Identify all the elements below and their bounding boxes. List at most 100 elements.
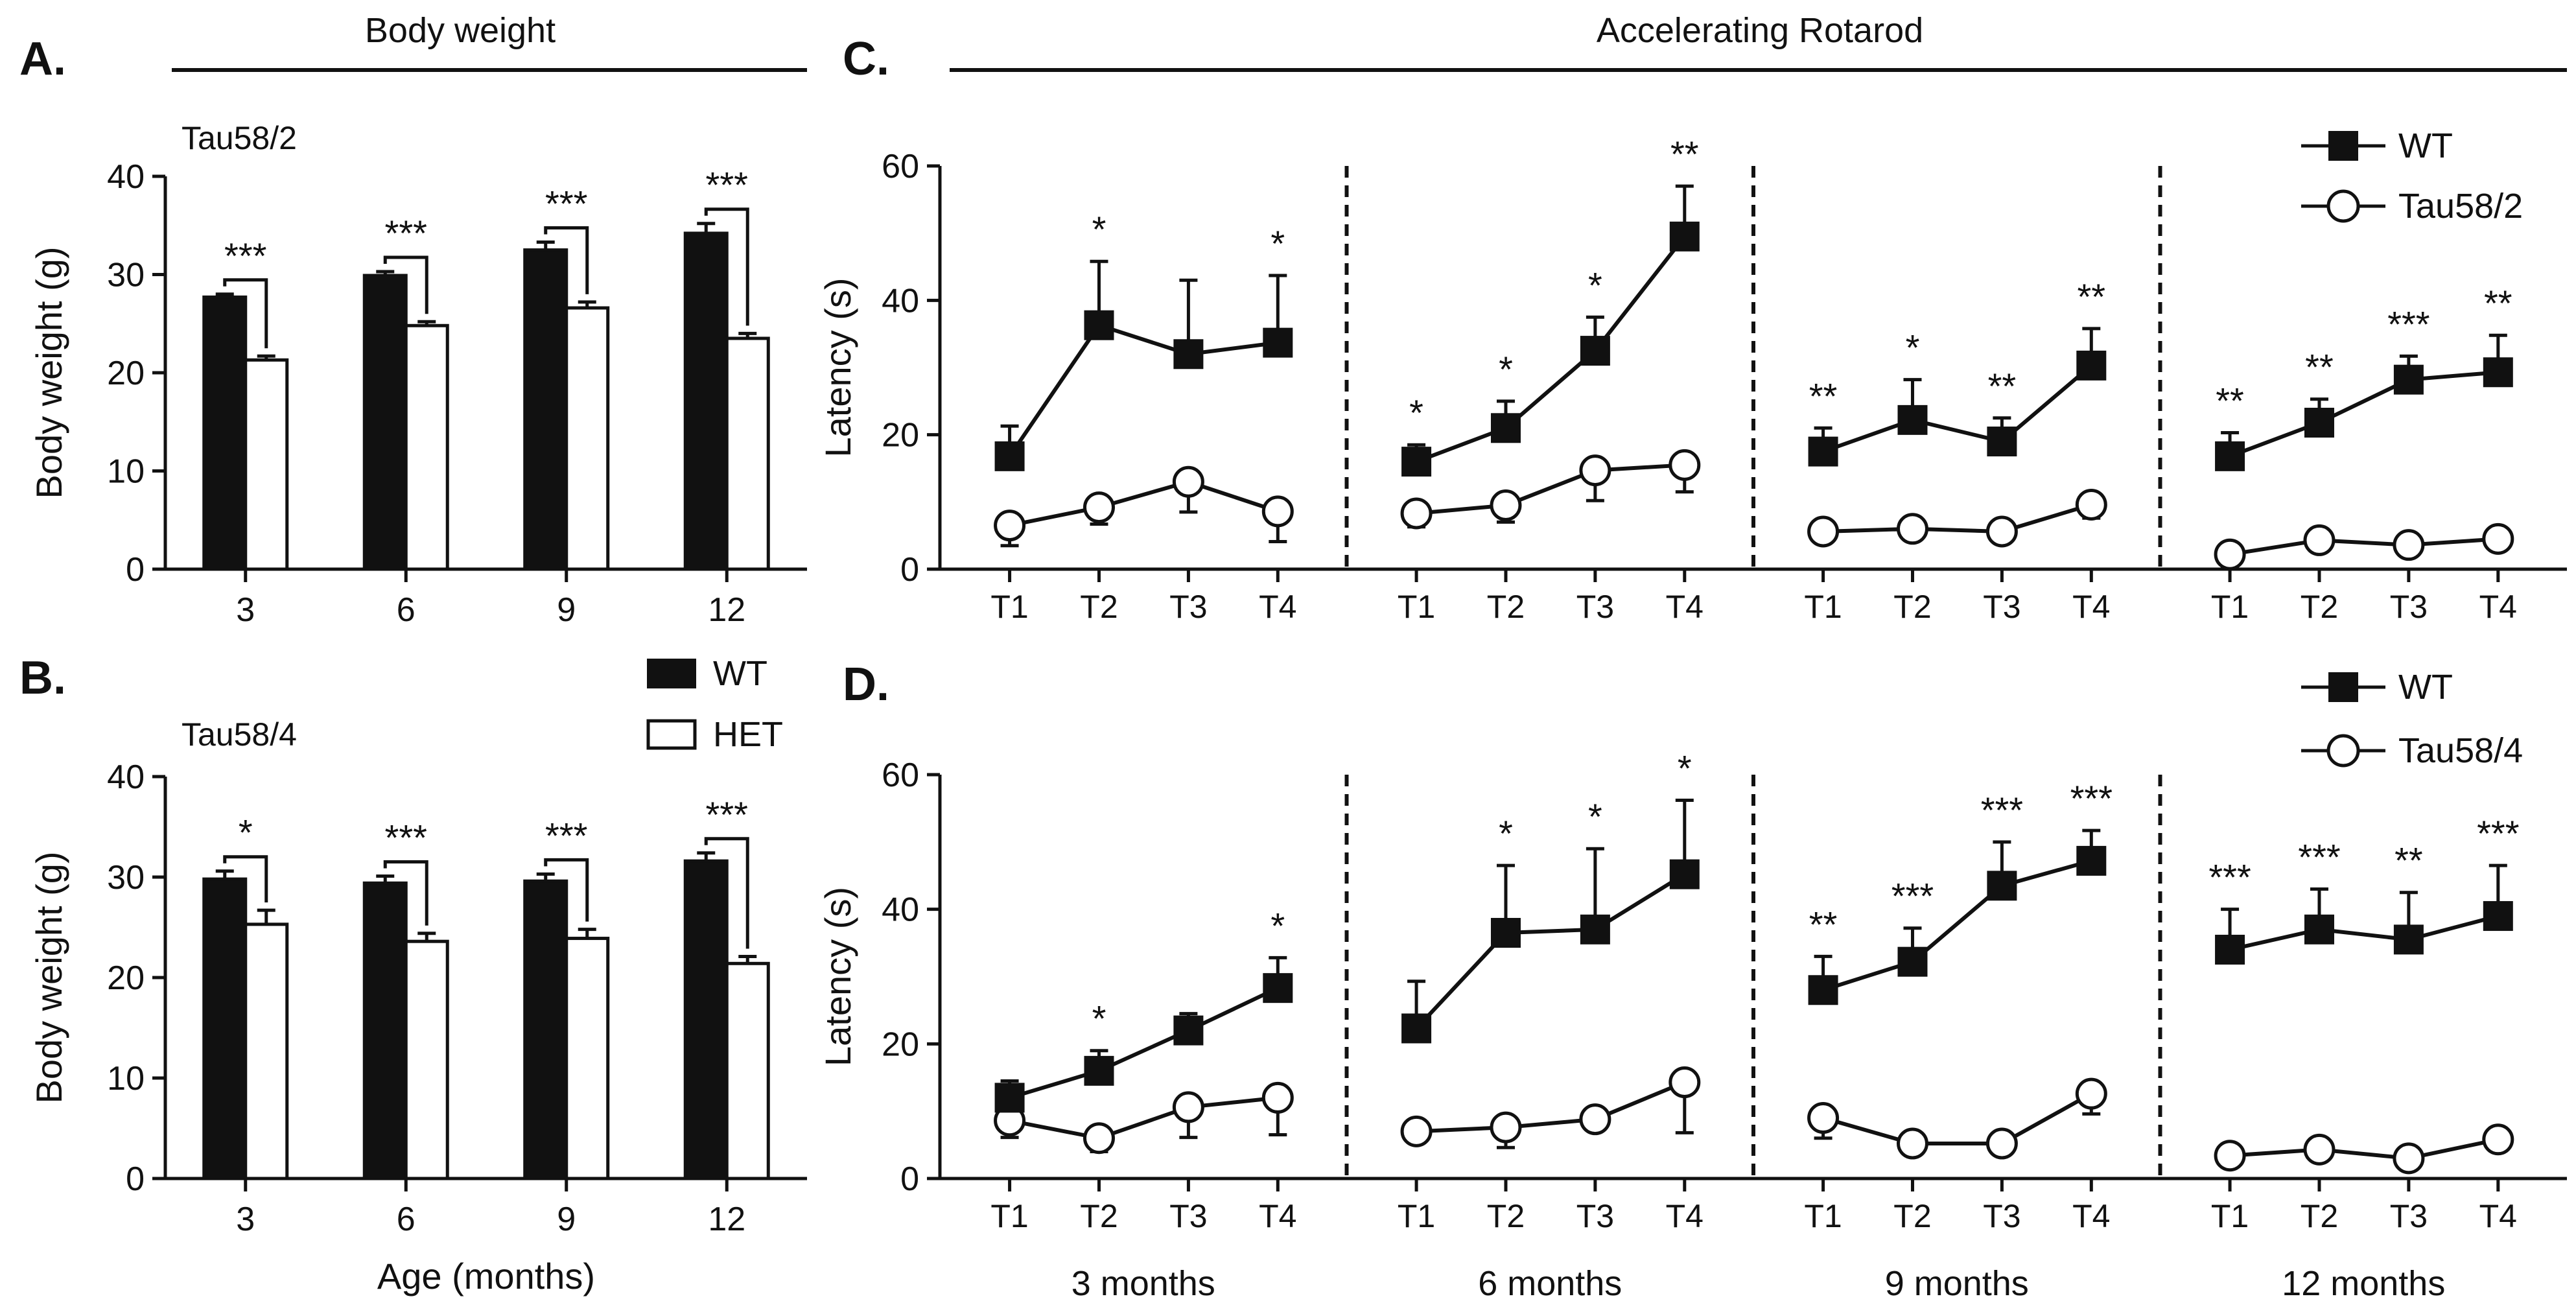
x-tick-label: T2 — [1487, 589, 1525, 625]
x-tick-label: T4 — [1666, 589, 1704, 625]
series-line-wt — [2229, 914, 2499, 952]
x-tick-label: T4 — [1666, 1198, 1704, 1234]
x-tick-label: T1 — [1804, 1198, 1842, 1234]
significance-label: *** — [1981, 790, 2023, 830]
data-point-wt — [1897, 946, 1928, 977]
bar-wt-6 — [362, 881, 408, 1180]
bar-het-9 — [565, 306, 610, 571]
x-tick-label: T4 — [1259, 1198, 1296, 1234]
significance-label: ** — [2216, 381, 2244, 421]
data-point-wt — [1084, 1055, 1114, 1086]
legend-het-label: HET — [713, 715, 783, 754]
significance-label: *** — [2477, 813, 2519, 854]
data-point-tau — [2482, 522, 2514, 555]
significance-label: ** — [1809, 904, 1838, 944]
y-tick-label: 40 — [107, 758, 145, 796]
x-tick-label: T1 — [1398, 1198, 1435, 1234]
x-tick-label: T2 — [1487, 1198, 1525, 1234]
bar-wt-9 — [523, 248, 568, 571]
data-point-tau — [1261, 495, 1294, 528]
data-point-wt — [1897, 405, 1928, 435]
chart-c-y-axis-label: Latency (s) — [817, 278, 858, 458]
series-line-tau58-4 — [1416, 1080, 1685, 1134]
data-point-tau — [1985, 1127, 2018, 1160]
x-tick-label: 3 — [236, 1201, 255, 1238]
data-point-wt — [2215, 441, 2245, 471]
y-tick-label: 0 — [126, 551, 145, 589]
legend-d-wt-label: WT — [2398, 668, 2453, 707]
series-line-wt — [2229, 370, 2499, 458]
series-line-wt — [1414, 873, 1686, 1030]
y-tick-label: 40 — [882, 891, 919, 929]
x-tick-label: 3 — [236, 591, 255, 629]
data-point-tau — [994, 510, 1026, 542]
legend-d-wt-square-icon — [2328, 672, 2358, 702]
data-point-tau — [2075, 1077, 2107, 1110]
series-line-tau58-2 — [1823, 502, 2092, 534]
significance-label: * — [1678, 747, 1692, 788]
bar-het-6 — [404, 323, 449, 571]
y-tick-label: 0 — [900, 1160, 919, 1198]
y-tick-label: 60 — [882, 757, 919, 794]
x-tick-label: 6 — [397, 591, 416, 629]
significance-label: *** — [385, 817, 427, 858]
data-point-tau — [1083, 491, 1115, 524]
y-tick-label: 30 — [107, 257, 145, 294]
chart-a-axes: 0 10 20 30 40 Body weight (g) 3 6 9 12 — [29, 158, 807, 629]
bar-het-3 — [244, 358, 289, 571]
significance-label: *** — [1891, 876, 1934, 917]
significance-bracket — [223, 278, 268, 349]
data-point-wt — [2393, 364, 2424, 395]
series-line-wt — [1822, 364, 2093, 454]
data-point-wt — [1263, 973, 1293, 1003]
data-point-tau — [1579, 454, 1611, 487]
x-tick-label: T1 — [990, 1198, 1028, 1234]
header-rotarod: Accelerating Rotarod — [1597, 11, 1923, 50]
data-point-wt — [994, 1083, 1025, 1113]
y-tick-label: 20 — [107, 355, 145, 392]
y-tick-label: 20 — [882, 1026, 919, 1063]
data-point-tau — [1985, 515, 2018, 548]
x-tick-label: T3 — [1576, 589, 1614, 625]
significance-label: *** — [706, 165, 748, 205]
chart-c-marks: * ********************** — [994, 134, 2514, 570]
series-line-tau58-2 — [2229, 537, 2499, 557]
data-point-tau — [1896, 513, 1928, 545]
x-tick-label: T3 — [2390, 589, 2428, 625]
panel-label-c: C. — [843, 33, 889, 85]
series-line-wt — [1009, 986, 1279, 1100]
data-point-tau — [2075, 488, 2107, 521]
significance-bracket — [544, 858, 589, 922]
x-tick-label: T1 — [990, 589, 1028, 625]
series-line-tau58-2 — [1009, 480, 1279, 528]
chart-d-axes: 0 20 40 60 Latency (s) T1 T2 T3 T4 3 months T1 T2 T3… — [817, 757, 2567, 1303]
data-point-wt — [1987, 871, 2017, 901]
x-tick-label: T4 — [1259, 589, 1296, 625]
data-point-wt — [1263, 327, 1293, 358]
significance-bracket — [704, 207, 749, 326]
group-label: 6 months — [1478, 1264, 1622, 1303]
data-point-wt — [2483, 357, 2513, 388]
data-point-tau — [2393, 529, 2425, 561]
x-tick-label: T3 — [2390, 1198, 2428, 1234]
significance-label: * — [1499, 349, 1513, 390]
legend-c-tau-label: Tau58/2 — [2398, 187, 2523, 226]
y-tick-label: 60 — [882, 148, 919, 185]
data-point-wt — [1401, 1013, 1432, 1044]
data-point-wt — [2304, 408, 2334, 438]
y-tick-label: 10 — [107, 1060, 145, 1097]
significance-label: *** — [2208, 857, 2251, 898]
data-point-wt — [1084, 310, 1114, 340]
chart-b-y-axis-label: Body weight (g) — [29, 851, 69, 1103]
x-tick-label: T1 — [2211, 589, 2249, 625]
y-tick-label: 30 — [107, 859, 145, 897]
y-tick-label: 40 — [107, 158, 145, 196]
data-point-tau — [2303, 1133, 2336, 1166]
x-tick-label: T4 — [2479, 589, 2517, 625]
data-point-tau — [2303, 524, 2336, 556]
x-tick-label: T2 — [1080, 1198, 1118, 1234]
bar-wt-6 — [362, 274, 408, 571]
data-point-wt — [2393, 924, 2424, 955]
x-tick-label: T1 — [1804, 589, 1842, 625]
bar-het-12 — [725, 961, 770, 1180]
